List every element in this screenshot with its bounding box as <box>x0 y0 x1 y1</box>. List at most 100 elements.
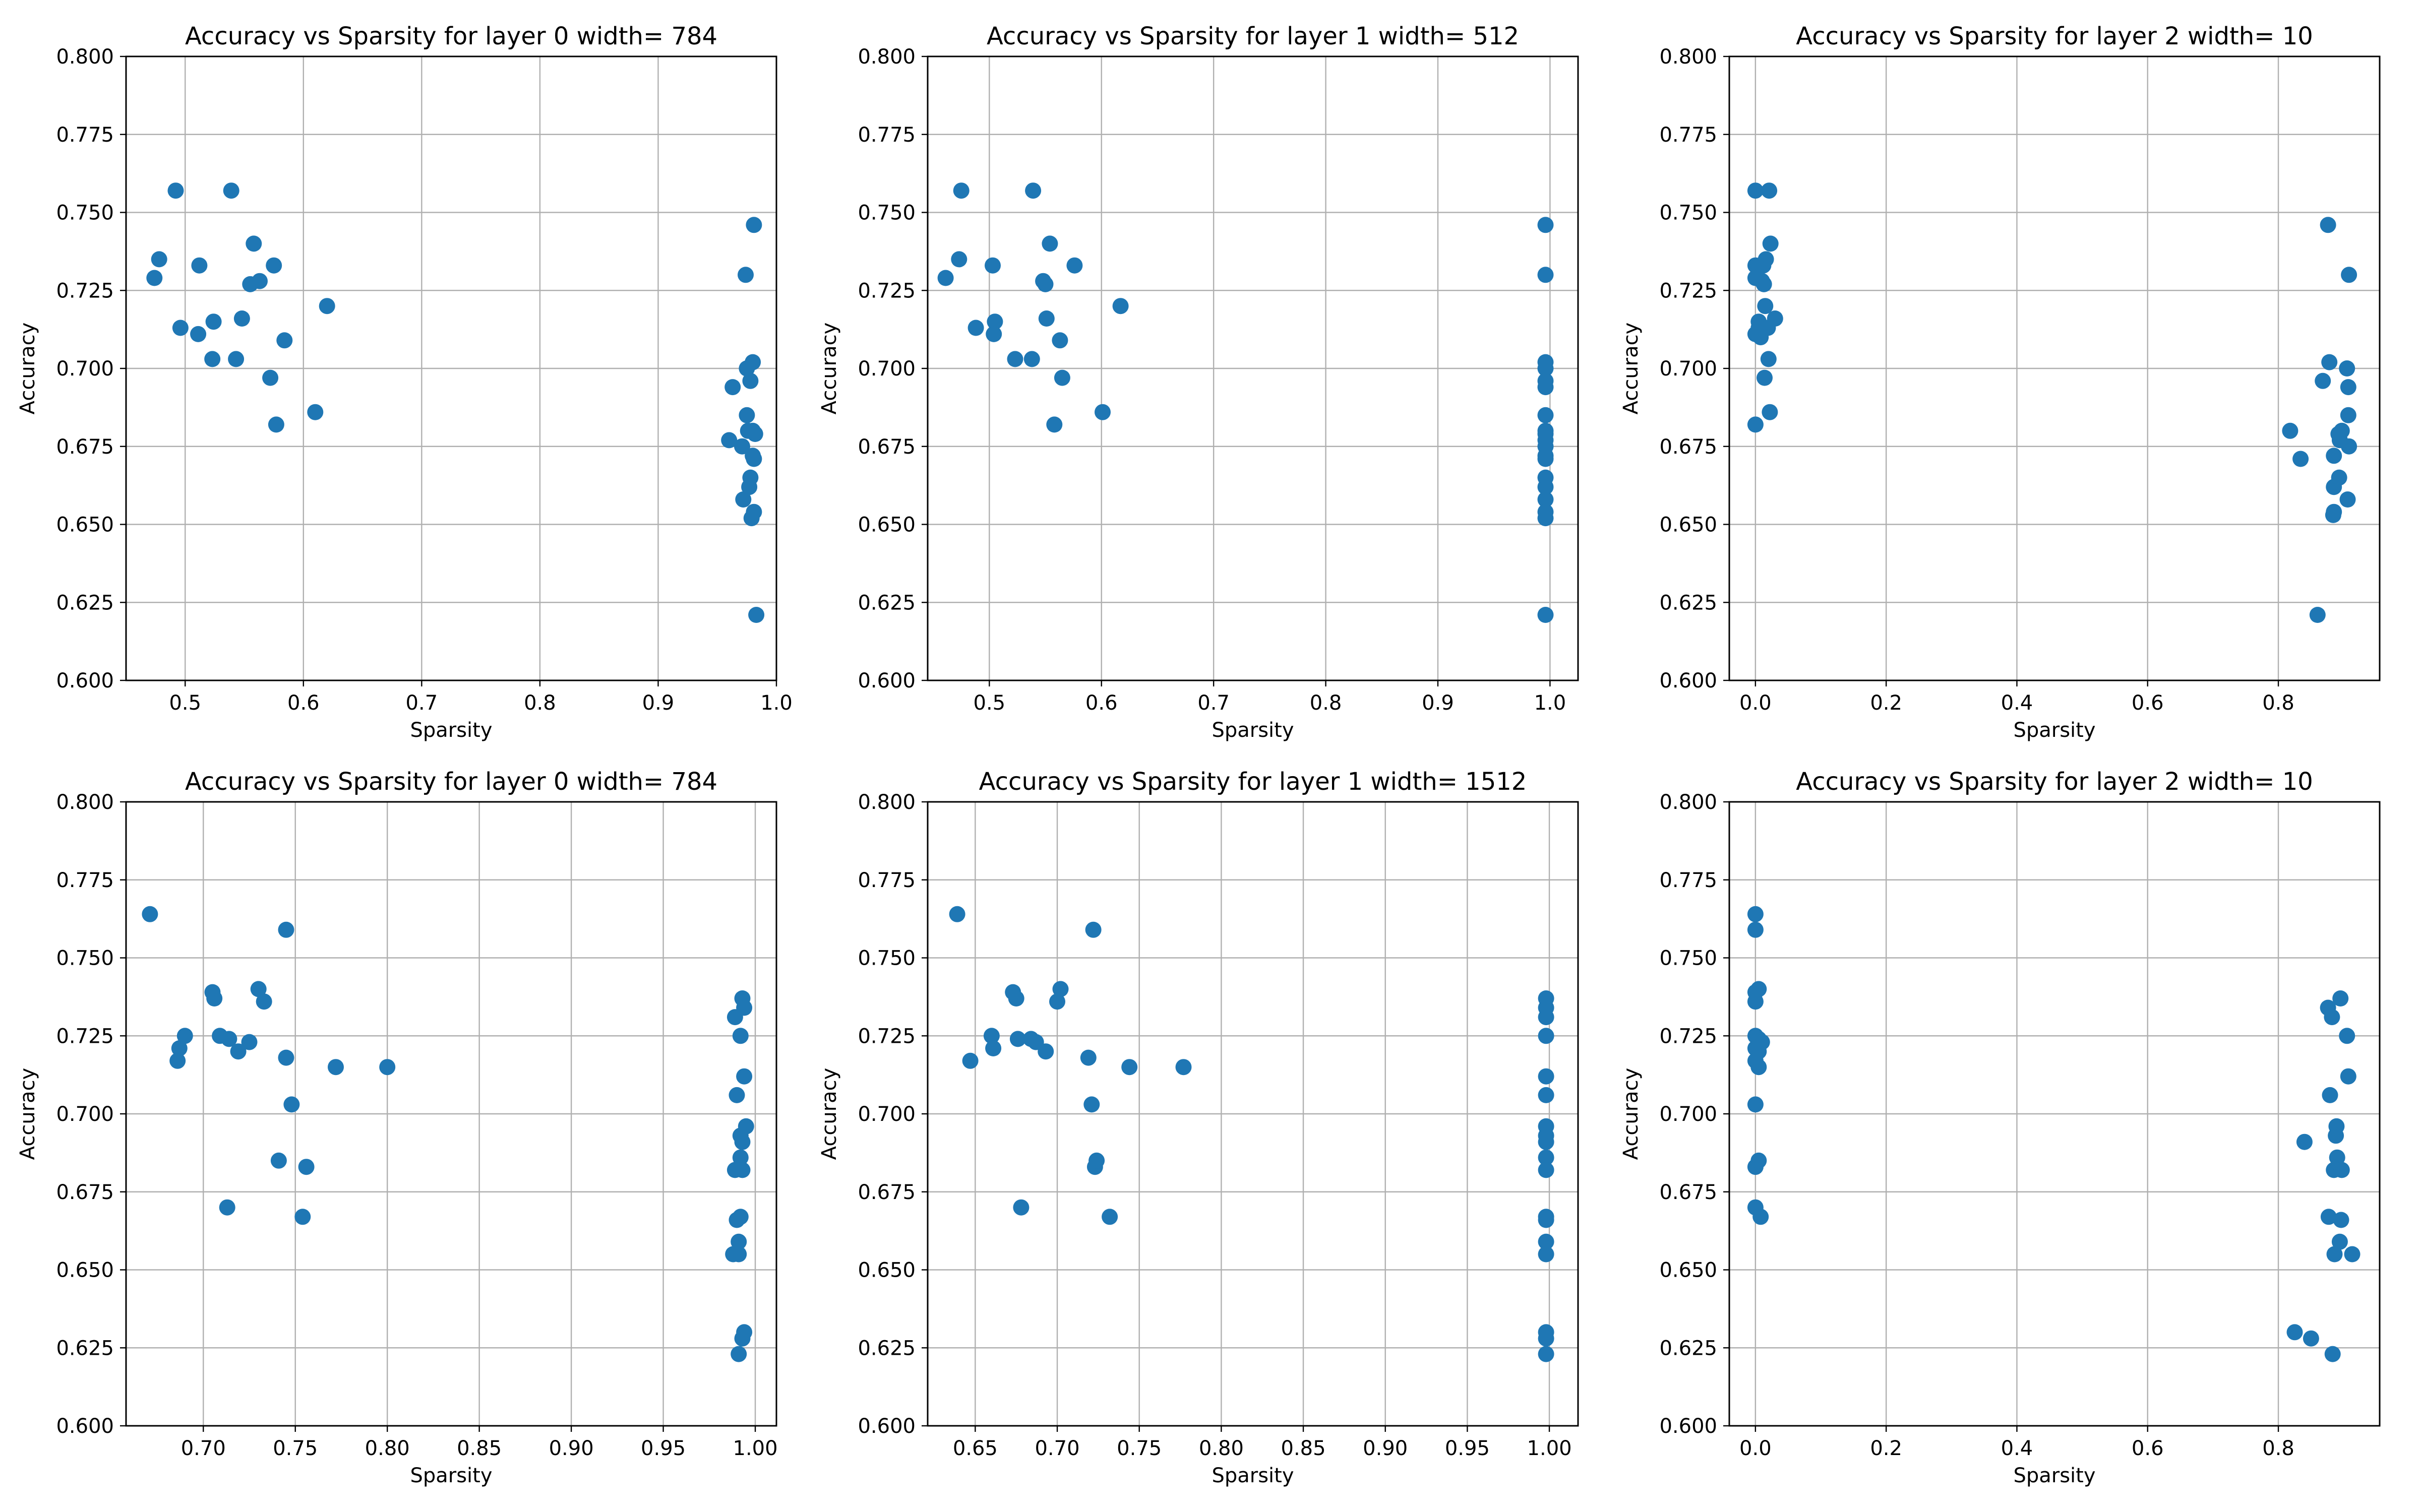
data-point <box>1747 993 1764 1010</box>
data-point <box>2329 1149 2345 1166</box>
data-point <box>1538 1133 1554 1150</box>
y-tick-label: 0.725 <box>858 279 916 302</box>
data-point <box>1538 1068 1554 1085</box>
data-point <box>1052 332 1068 349</box>
x-tick-label: 0.7 <box>1197 691 1230 715</box>
data-point <box>987 313 1003 330</box>
y-tick-label: 0.775 <box>858 869 916 892</box>
data-point <box>937 270 954 286</box>
data-point <box>2333 1212 2349 1228</box>
data-point <box>1025 182 1042 199</box>
data-point <box>1052 981 1069 997</box>
data-point <box>319 298 335 314</box>
x-tick-label: 0.5 <box>169 691 201 715</box>
data-point <box>205 313 222 330</box>
data-point <box>742 469 759 486</box>
data-point <box>250 981 267 997</box>
data-point <box>734 438 750 455</box>
y-tick-label: 0.650 <box>1659 1259 1717 1282</box>
y-tick-label: 0.750 <box>1659 947 1717 970</box>
y-tick-label: 0.600 <box>858 1415 916 1438</box>
data-point <box>1538 1346 1554 1362</box>
data-point <box>2324 1346 2341 1362</box>
x-tick-label: 0.5 <box>974 691 1006 715</box>
y-tick-label: 0.600 <box>56 1415 114 1438</box>
y-tick-label: 0.775 <box>1659 123 1717 147</box>
data-point <box>1538 1162 1554 1178</box>
data-point <box>2296 1133 2313 1150</box>
y-tick-label: 0.700 <box>858 357 916 381</box>
x-tick-label: 0.90 <box>549 1437 594 1460</box>
data-point <box>1538 1149 1554 1166</box>
axes-frame <box>125 55 777 681</box>
data-point <box>2344 1246 2361 1263</box>
chart-title: Accuracy vs Sparsity for layer 0 width= … <box>185 768 717 796</box>
data-point <box>731 1246 747 1263</box>
data-point <box>191 257 208 274</box>
x-tick-label: 0.70 <box>1035 1437 1079 1460</box>
data-point <box>748 607 765 623</box>
y-tick-label: 0.650 <box>858 514 916 537</box>
x-tick-label: 1.0 <box>1534 691 1566 715</box>
data-point <box>146 270 163 286</box>
x-tick-label: 0.7 <box>406 691 438 715</box>
data-point <box>2328 1118 2345 1135</box>
data-point <box>1538 1246 1554 1263</box>
x-tick-label: 0.80 <box>365 1437 410 1460</box>
y-tick-label: 0.600 <box>56 669 114 692</box>
data-point <box>1538 1330 1554 1347</box>
data-point <box>2331 1233 2348 1250</box>
data-point <box>1023 351 1040 367</box>
data-point <box>1538 1028 1554 1044</box>
chart-title: Accuracy vs Sparsity for layer 1 width= … <box>979 768 1527 796</box>
data-point <box>732 1149 749 1166</box>
data-point <box>747 426 763 442</box>
data-point <box>1767 310 1783 327</box>
data-point <box>985 1040 1002 1056</box>
y-axis-label: Accuracy <box>1619 1068 1643 1160</box>
data-point <box>1747 906 1764 922</box>
data-point <box>742 372 759 389</box>
data-point <box>1747 182 1764 199</box>
y-tick-label: 0.600 <box>1659 1415 1717 1438</box>
x-tick-label: 0.70 <box>181 1437 226 1460</box>
y-tick-label: 0.725 <box>56 1025 114 1048</box>
data-point <box>985 257 1001 274</box>
data-point <box>1757 298 1774 314</box>
y-axis-label: Accuracy <box>16 323 39 415</box>
data-point <box>1756 276 1772 292</box>
y-tick-label: 0.600 <box>1659 669 1717 692</box>
data-point <box>233 310 250 327</box>
y-tick-label: 0.650 <box>56 1259 114 1282</box>
data-point <box>2340 407 2356 423</box>
x-axis-label: Sparsity <box>410 719 492 742</box>
x-tick-label: 0.95 <box>1445 1437 1490 1460</box>
x-tick-label: 0.6 <box>287 691 320 715</box>
data-point <box>983 1028 1000 1044</box>
data-point <box>2321 354 2338 370</box>
data-point <box>171 1040 188 1056</box>
x-tick-label: 0.85 <box>457 1437 502 1460</box>
data-point <box>1761 182 1778 199</box>
y-tick-label: 0.750 <box>56 202 114 225</box>
data-point <box>1049 993 1065 1010</box>
data-point <box>1038 310 1055 327</box>
x-tick-label: 0.0 <box>1739 1437 1772 1460</box>
data-point <box>1088 1152 1105 1169</box>
y-axis-label: Accuracy <box>16 1068 39 1160</box>
x-tick-label: 0.8 <box>1310 691 1342 715</box>
y-tick-label: 0.725 <box>1659 279 1717 302</box>
data-point <box>736 999 753 1016</box>
data-point <box>283 1096 300 1113</box>
data-point <box>2341 267 2357 283</box>
y-tick-label: 0.700 <box>56 357 114 381</box>
data-point <box>734 1162 751 1178</box>
data-point <box>262 369 279 386</box>
x-tick-label: 0.4 <box>2001 691 2033 715</box>
data-point <box>1758 251 1774 268</box>
data-point <box>1537 451 1554 467</box>
y-tick-label: 0.625 <box>56 1337 114 1360</box>
data-point <box>2282 422 2298 439</box>
data-point <box>2340 379 2356 396</box>
data-point <box>223 182 239 199</box>
